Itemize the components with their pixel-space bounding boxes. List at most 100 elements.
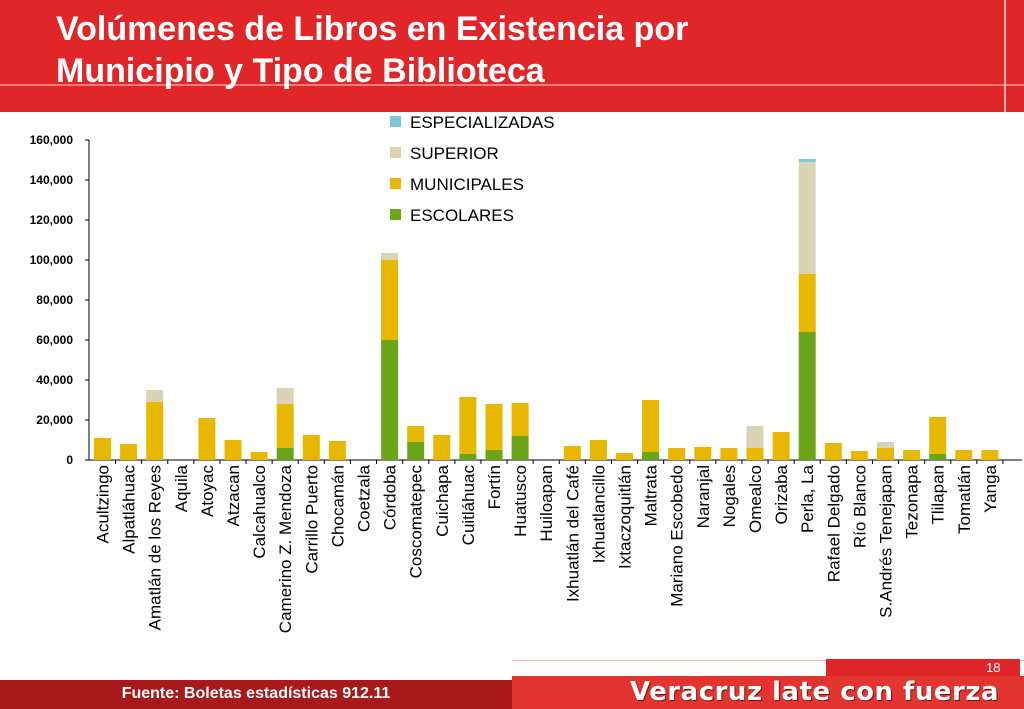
header-divider xyxy=(0,84,1024,86)
legend-label-superior: SUPERIOR xyxy=(410,144,499,163)
y-tick-label: 0 xyxy=(66,453,73,467)
bar-superior-s-andres-tenejapan xyxy=(877,442,894,448)
bar-municipales-cordoba xyxy=(381,260,399,340)
x-label-chocaman: Chocamán xyxy=(328,465,347,547)
bar-municipales-maltrata xyxy=(642,400,660,452)
footer-divider xyxy=(512,660,1024,661)
bar-municipales-s-andres-tenejapan xyxy=(877,448,894,460)
page-title: Volúmenes de Libros en Existencia por Mu… xyxy=(56,8,956,92)
bar-municipales-perla-la xyxy=(798,274,816,332)
x-label-huatusco: Huatusco xyxy=(511,465,530,537)
x-label-perla-la: Perla, La xyxy=(798,464,817,533)
x-label-coetzala: Coetzala xyxy=(355,464,374,532)
bar-municipales-chocaman xyxy=(328,441,346,460)
y-tick-label: 120,000 xyxy=(30,213,74,227)
x-label-amatlan-de-los-reyes: Amatlán de los Reyes xyxy=(146,465,165,630)
bar-escolares-cuitlahuac xyxy=(459,454,477,460)
bar-escolares-tlilapan xyxy=(929,454,947,460)
bar-municipales-naranjal xyxy=(694,447,712,460)
bar-superior-cordoba xyxy=(381,253,399,260)
legend-label-municipales: MUNICIPALES xyxy=(410,175,524,194)
x-label-ixtaczoquitlan: Ixtaczoquitlán xyxy=(616,465,635,569)
x-label-coscomatepec: Coscomatepec xyxy=(407,465,426,579)
legend-swatch-municipales xyxy=(390,178,401,189)
bar-municipales-calcahualco xyxy=(250,452,268,460)
bar-escolares-fortin xyxy=(485,450,503,460)
x-label-fortin: Fortín xyxy=(485,465,504,509)
x-label-nogales: Nogales xyxy=(720,465,739,527)
bar-municipales-rafael-delgado xyxy=(824,443,842,460)
stacked-bar-chart: 0 20,000 40,000 60,000 80,000 100,000 120,000 1… xyxy=(30,113,1022,633)
chart-x-labels: Acultzingo Alpatláhuac Amatlán de los Reye… xyxy=(94,464,1000,633)
y-tick-label: 140,000 xyxy=(30,173,74,187)
title-line-1: Volúmenes de Libros en Existencia por xyxy=(56,10,689,48)
bar-municipales-tezonapa xyxy=(903,450,921,460)
bar-superior-perla-la xyxy=(798,162,816,274)
x-label-ixhuatlan-del-cafe: Ixhuatlán del Café xyxy=(563,465,582,602)
x-label-camerino-z-mendoza: Camerino Z. Mendoza xyxy=(276,464,295,633)
bar-escolares-coscomatepec xyxy=(407,442,425,460)
bar-municipales-huatusco xyxy=(511,403,529,436)
bar-municipales-omealco xyxy=(746,448,764,460)
x-label-maltrata: Maltrata xyxy=(642,464,661,526)
y-tick-label: 100,000 xyxy=(30,253,74,267)
x-label-rio-blanco: Río Blanco xyxy=(850,465,869,548)
x-label-tomatlan: Tomatlán xyxy=(955,465,974,534)
bar-municipales-mariano-escobedo xyxy=(668,448,686,460)
bar-municipales-coscomatepec xyxy=(407,426,425,442)
bar-escolares-camerino-z-mendoza xyxy=(276,448,294,460)
bar-municipales-tlilapan xyxy=(929,417,947,454)
x-label-yanga: Yanga xyxy=(981,464,1000,512)
x-label-mariano-escobedo: Mariano Escobedo xyxy=(668,465,687,607)
x-label-alpatlahuac: Alpatláhuac xyxy=(120,465,139,554)
header-frame-line xyxy=(1004,0,1006,112)
bar-municipales-fortin xyxy=(485,404,503,450)
x-label-omealco: Omealco xyxy=(746,465,765,533)
page-number: 18 xyxy=(986,660,1001,675)
header-band xyxy=(0,0,1024,112)
page-number-box xyxy=(826,659,1020,676)
legend-label-especializadas: ESPECIALIZADAS xyxy=(410,113,555,132)
footer-slogan-band xyxy=(512,676,1024,709)
bar-municipales-ixhuatlancillo xyxy=(589,440,607,460)
x-label-atzacan: Atzacan xyxy=(224,465,243,526)
bar-superior-camerino-z-mendoza xyxy=(276,388,294,404)
bar-municipales-cuitlahuac xyxy=(459,397,477,454)
bar-escolares-huatusco xyxy=(511,436,529,460)
bar-municipales-ixhuatlan-del-cafe xyxy=(563,446,581,460)
bar-escolares-cordoba xyxy=(381,340,399,460)
legend-swatch-escolares xyxy=(390,209,401,220)
bar-municipales-camerino-z-mendoza xyxy=(276,404,294,448)
x-label-rafael-delgado: Rafael Delgado xyxy=(824,465,843,582)
y-tick-label: 80,000 xyxy=(36,293,73,307)
bar-escolares-perla-la xyxy=(798,332,816,460)
legend-swatch-especializadas xyxy=(390,116,401,127)
bar-municipales-cuichapa xyxy=(433,435,451,460)
source-note: Fuente: Boletas estadísticas 912.11 xyxy=(121,685,391,702)
footer-band xyxy=(0,680,512,709)
bar-municipales-ixtaczoquitlan xyxy=(616,453,633,460)
x-label-aquila: Aquila xyxy=(172,464,191,512)
bar-municipales-carrillo-puerto xyxy=(302,435,320,460)
y-tick-label: 160,000 xyxy=(30,133,74,147)
bar-municipales-nogales xyxy=(720,448,738,460)
bar-municipales-tomatlan xyxy=(955,450,973,460)
x-label-acultzingo: Acultzingo xyxy=(94,465,113,543)
bar-municipales-rio-blanco xyxy=(850,451,868,460)
x-label-calcahualco: Calcahualco xyxy=(250,465,269,559)
bar-municipales-alpatlahuac xyxy=(120,444,138,460)
y-tick-label: 40,000 xyxy=(36,373,73,387)
x-label-carrillo-puerto: Carrillo Puerto xyxy=(302,465,321,574)
legend-swatch-superior xyxy=(390,147,401,158)
x-label-ixhuatlancillo: Ixhuatlancillo xyxy=(589,465,608,563)
x-label-orizaba: Orizaba xyxy=(772,464,791,524)
legend-label-escolares: ESCOLARES xyxy=(410,206,514,225)
bar-municipales-atzacan xyxy=(224,440,242,460)
x-label-cordoba: Córdoba xyxy=(381,464,400,530)
bar-municipales-amatlan-de-los-reyes xyxy=(146,402,164,460)
y-tick-label: 20,000 xyxy=(36,413,73,427)
x-label-cuichapa: Cuichapa xyxy=(433,464,452,536)
x-label-tlilapan: Tlilapan xyxy=(929,465,948,525)
x-label-cuitlahuac: Cuitláhuac xyxy=(459,465,478,546)
y-tick-label: 60,000 xyxy=(36,333,73,347)
